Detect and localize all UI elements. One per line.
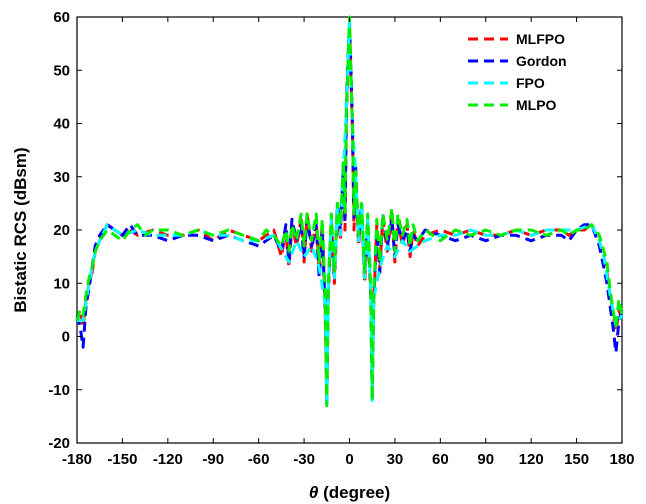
x-tick-label: 120 [519,451,544,468]
legend-label-fpo: FPO [516,75,545,91]
x-tick-label: 180 [609,451,634,468]
x-tick-label: 0 [345,451,353,468]
x-axis-title-symbol: θ [309,483,319,502]
y-tick-label: 20 [53,222,70,239]
y-tick-label: 50 [53,62,70,79]
y-tick-label: 60 [53,9,70,26]
x-tick-label: -30 [293,451,315,468]
x-tick-label: -120 [153,451,183,468]
y-tick-label: -10 [48,382,70,399]
y-axis-title: Bistatic RCS (dBsm) [11,147,30,312]
x-axis-title-text: (degree) [318,483,390,502]
legend-label-mlfpo: MLFPO [516,31,565,47]
x-tick-label: 90 [477,451,494,468]
legend: MLFPO Gordon FPO MLPO [468,31,567,113]
y-tick-label: 30 [53,169,70,186]
x-tick-label: 150 [564,451,589,468]
legend-label-mlpo: MLPO [516,97,557,113]
legend-label-gordon: Gordon [516,53,567,69]
series-line-mlpo [75,15,624,408]
y-axis-ticks: -20 -10 0 10 20 30 40 50 60 [48,9,622,452]
y-tick-label: 0 [62,329,70,346]
x-axis-title: θ (degree) [309,483,390,502]
x-tick-label: -180 [62,451,92,468]
y-tick-label: 40 [53,116,70,133]
x-tick-label: -150 [107,451,137,468]
x-axis-ticks: -180 -150 -120 -90 -60 -30 0 30 60 90 120 150 180 [62,17,635,468]
y-tick-label: -20 [48,435,70,452]
plot-area [75,15,624,444]
x-tick-label: -60 [248,451,270,468]
series-layer [75,15,624,408]
y-tick-label: 10 [53,275,70,292]
x-tick-label: -90 [202,451,224,468]
x-tick-label: 30 [387,451,404,468]
x-tick-label: 60 [432,451,449,468]
